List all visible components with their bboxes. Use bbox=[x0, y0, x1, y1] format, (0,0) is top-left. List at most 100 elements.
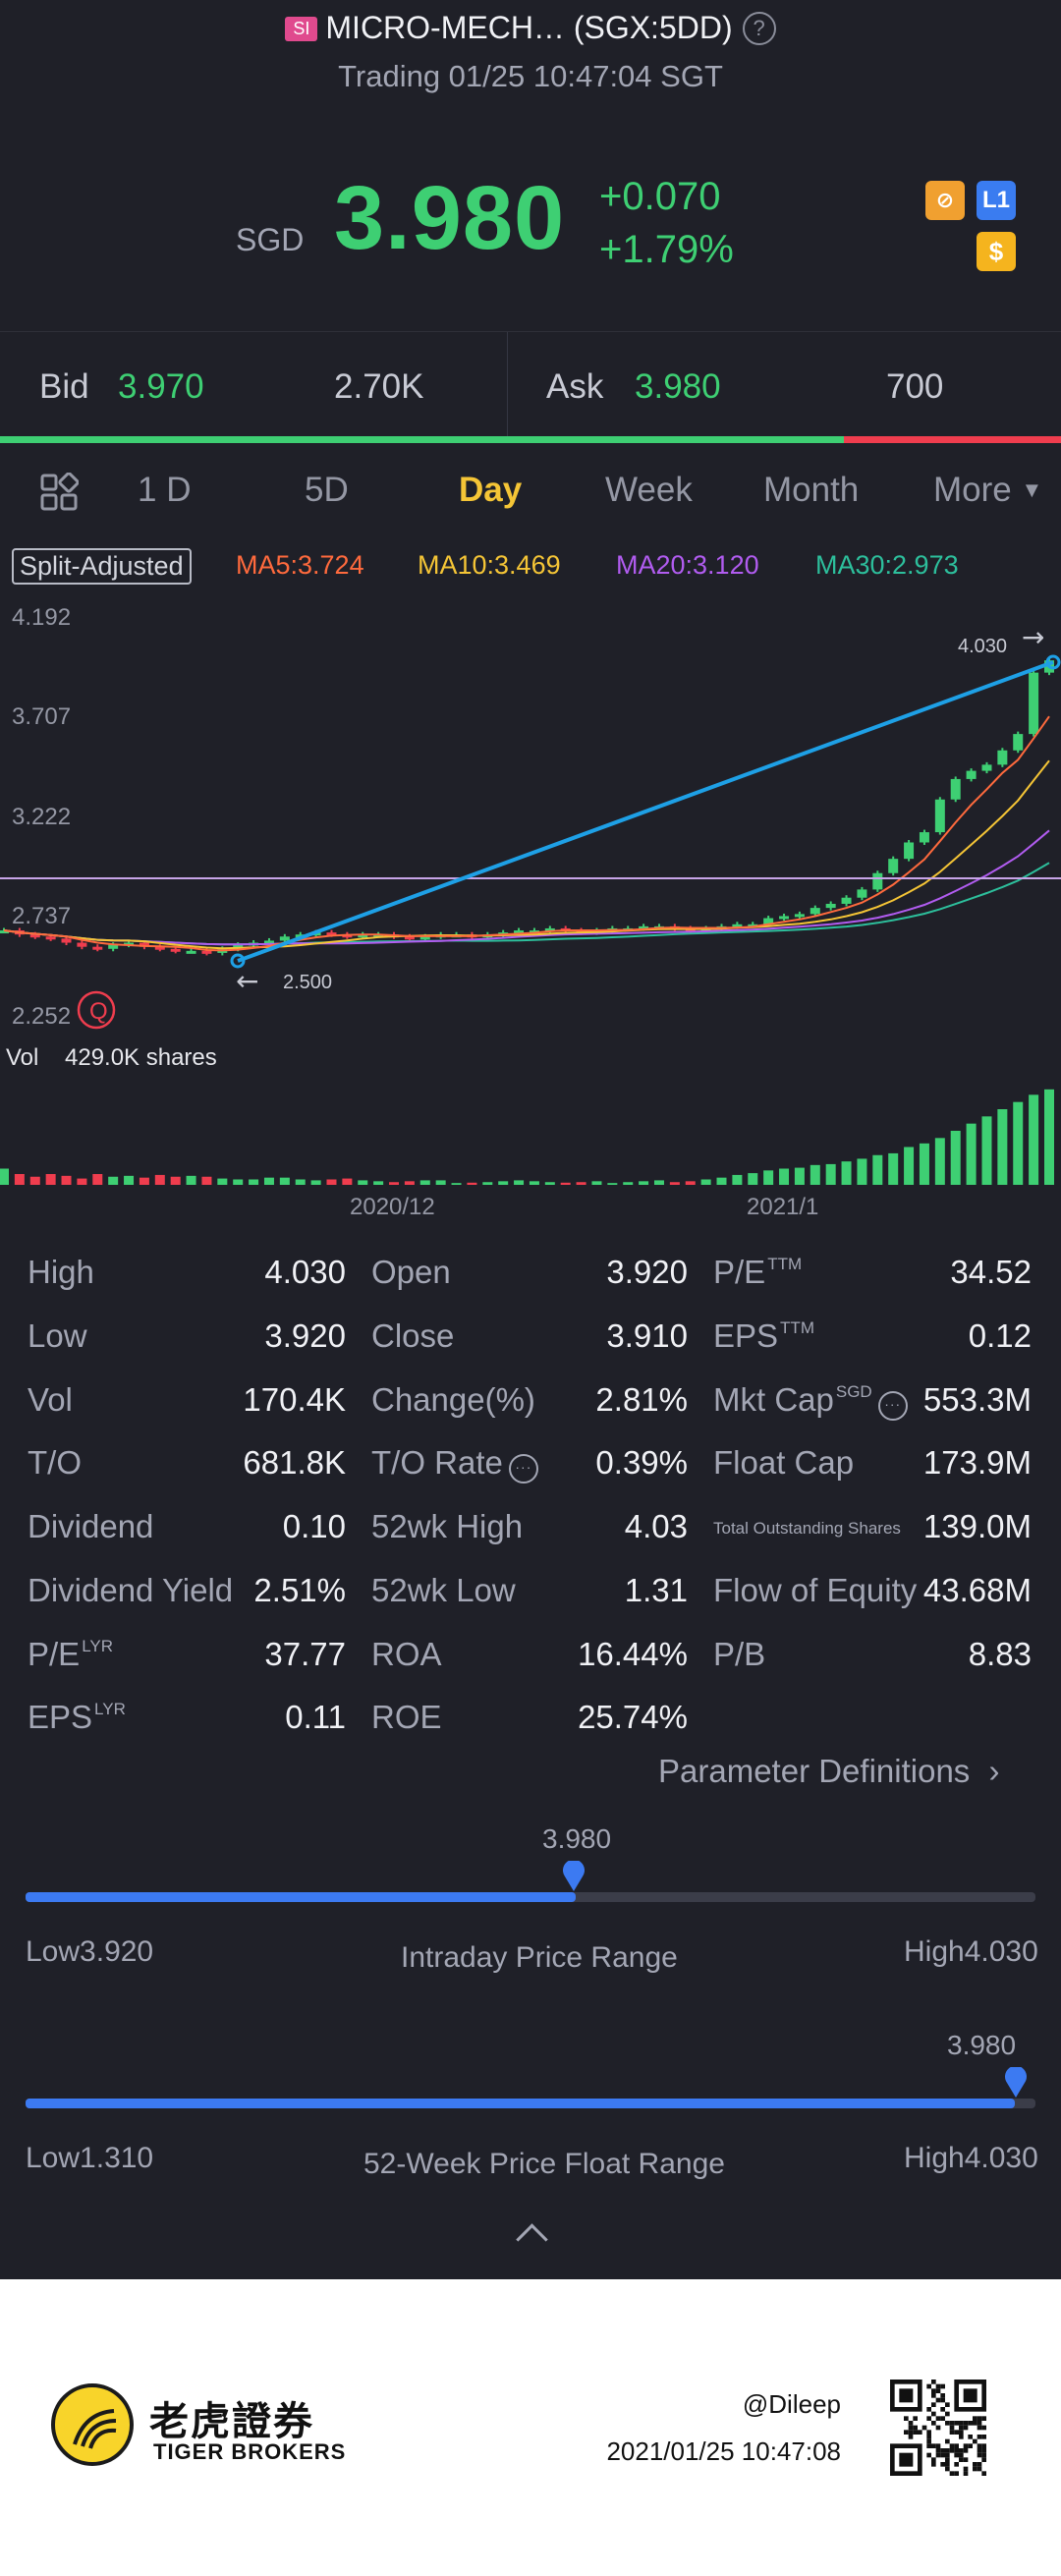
candle-body bbox=[748, 924, 758, 927]
volume-bar bbox=[732, 1174, 743, 1185]
qr-module bbox=[977, 2466, 982, 2472]
ma20-value: MA20:3.120 bbox=[616, 550, 759, 580]
qr-module bbox=[926, 2430, 931, 2435]
ma10-value: MA10:3.469 bbox=[418, 550, 561, 580]
share-footer: 老虎證券 TIGER BROKERS @Dileep 2021/01/25 10… bbox=[0, 2279, 1061, 2576]
parameter-definitions-link[interactable]: Parameter Definitions › bbox=[658, 1753, 999, 1790]
ma-legend: Split-Adjusted MA5:3.724 MA10:3.469 MA20… bbox=[0, 546, 1061, 586]
qr-module bbox=[959, 2452, 964, 2458]
dollar-icon[interactable]: $ bbox=[977, 232, 1016, 271]
price-change: +0.070 bbox=[599, 175, 721, 218]
qr-module bbox=[954, 2443, 959, 2448]
candle-body bbox=[263, 940, 274, 944]
intraday-current-value: 3.980 bbox=[542, 1823, 612, 1854]
qr-module bbox=[981, 2471, 986, 2476]
title-row[interactable]: SI MICRO-MECH… (SGX:5DD)? bbox=[0, 10, 1061, 46]
qr-module bbox=[945, 2462, 950, 2467]
no-trade-icon[interactable]: ⊘ bbox=[925, 181, 965, 220]
candle-body bbox=[966, 770, 977, 779]
stat-label-superscript: TTM bbox=[767, 1255, 803, 1273]
qr-module bbox=[926, 2383, 931, 2389]
candle-body bbox=[373, 934, 384, 938]
qr-module bbox=[949, 2471, 955, 2476]
info-dots-icon[interactable]: ··· bbox=[877, 1391, 908, 1421]
qr-module bbox=[908, 2430, 914, 2435]
tab-1d[interactable]: 1 D bbox=[138, 471, 192, 509]
volume-bar bbox=[310, 1180, 321, 1185]
stat-label: P/E LYR bbox=[28, 1636, 113, 1673]
volume-bar bbox=[669, 1182, 680, 1185]
ask-label: Ask bbox=[546, 367, 604, 406]
qr-module bbox=[959, 2435, 964, 2439]
info-dots-icon[interactable]: ··· bbox=[508, 1454, 538, 1484]
qr-module bbox=[977, 2452, 982, 2458]
tab-more-label: More bbox=[933, 471, 1012, 509]
candle-body bbox=[139, 942, 149, 947]
stat-value: 8.83 bbox=[968, 1636, 1032, 1672]
volume-bar bbox=[1029, 1094, 1039, 1185]
volume-bar bbox=[544, 1182, 555, 1185]
stat-label: Total Outstanding Shares bbox=[713, 1519, 901, 1539]
tab-month[interactable]: Month bbox=[763, 471, 860, 509]
volume-bar bbox=[576, 1182, 586, 1185]
stat-value: 3.910 bbox=[606, 1317, 688, 1354]
intraday-range-title: Intraday Price Range bbox=[401, 1941, 678, 1974]
chevron-up-icon[interactable] bbox=[516, 2223, 548, 2256]
stat-label: P/E TTM bbox=[713, 1254, 802, 1291]
level1-badge[interactable]: L1 bbox=[977, 181, 1016, 220]
help-icon[interactable]: ? bbox=[742, 12, 776, 45]
stat-value: 553.3M bbox=[922, 1381, 1032, 1418]
tab-week[interactable]: Week bbox=[605, 471, 693, 509]
qr-module bbox=[963, 2425, 969, 2431]
qr-module bbox=[931, 2421, 936, 2426]
qr-module bbox=[981, 2435, 986, 2439]
qr-module bbox=[935, 2425, 941, 2431]
qr-module bbox=[963, 2457, 969, 2462]
candle-body bbox=[77, 942, 87, 947]
stat-label-superscript: LYR bbox=[82, 1637, 114, 1655]
volume-bar bbox=[607, 1183, 618, 1185]
qr-module bbox=[945, 2421, 950, 2426]
market-badge: SI bbox=[285, 17, 318, 41]
volume-bar bbox=[389, 1182, 400, 1185]
stat-label-text: T/O Rate bbox=[371, 1444, 503, 1481]
week52-high-label: High bbox=[904, 2142, 965, 2174]
qr-module bbox=[949, 2443, 955, 2448]
stat-label-text: EPS bbox=[28, 1699, 93, 1735]
stat-value: 2.51% bbox=[253, 1572, 346, 1608]
candle-body bbox=[825, 903, 836, 909]
tab-5d[interactable]: 5D bbox=[305, 471, 349, 509]
candle-body bbox=[108, 944, 119, 949]
split-adjusted-button[interactable]: Split-Adjusted bbox=[12, 548, 192, 585]
qr-module bbox=[963, 2448, 969, 2453]
grid-layout-icon[interactable] bbox=[39, 472, 80, 512]
week52-high: High4.030 bbox=[904, 2142, 1038, 2175]
volume-bar bbox=[560, 1182, 571, 1185]
qr-module bbox=[968, 2421, 973, 2426]
candlestick-chart[interactable]: 4.192 3.707 3.222 2.737 2.252 Q 4.030 → … bbox=[0, 588, 1061, 1226]
volume-bar bbox=[186, 1175, 196, 1185]
volume-bar bbox=[529, 1181, 539, 1185]
candle-body bbox=[779, 916, 790, 920]
stat-label-text: P/B bbox=[713, 1636, 766, 1672]
last-price: 3.980 bbox=[334, 168, 566, 268]
qr-module bbox=[959, 2430, 964, 2435]
intraday-low: Low3.920 bbox=[26, 1935, 153, 1969]
stat-label: T/O bbox=[28, 1444, 82, 1482]
volume-bar bbox=[716, 1177, 727, 1185]
volume-value: 429.0K shares bbox=[65, 1044, 217, 1071]
candle-body bbox=[794, 914, 805, 918]
volume-bar bbox=[295, 1179, 306, 1185]
qr-module bbox=[918, 2430, 922, 2435]
stat-label-text: Float Cap bbox=[713, 1444, 855, 1481]
qr-module bbox=[981, 2448, 986, 2453]
qr-module bbox=[935, 2388, 941, 2393]
stat-label: High bbox=[28, 1254, 94, 1291]
qr-module bbox=[977, 2443, 982, 2448]
tab-more[interactable]: More ▼ bbox=[933, 471, 1042, 510]
tab-day[interactable]: Day bbox=[459, 471, 523, 509]
stat-value: 139.0M bbox=[922, 1508, 1032, 1544]
volume-bar bbox=[591, 1181, 602, 1185]
volume-bar bbox=[997, 1109, 1008, 1185]
volume-bar bbox=[14, 1174, 25, 1185]
